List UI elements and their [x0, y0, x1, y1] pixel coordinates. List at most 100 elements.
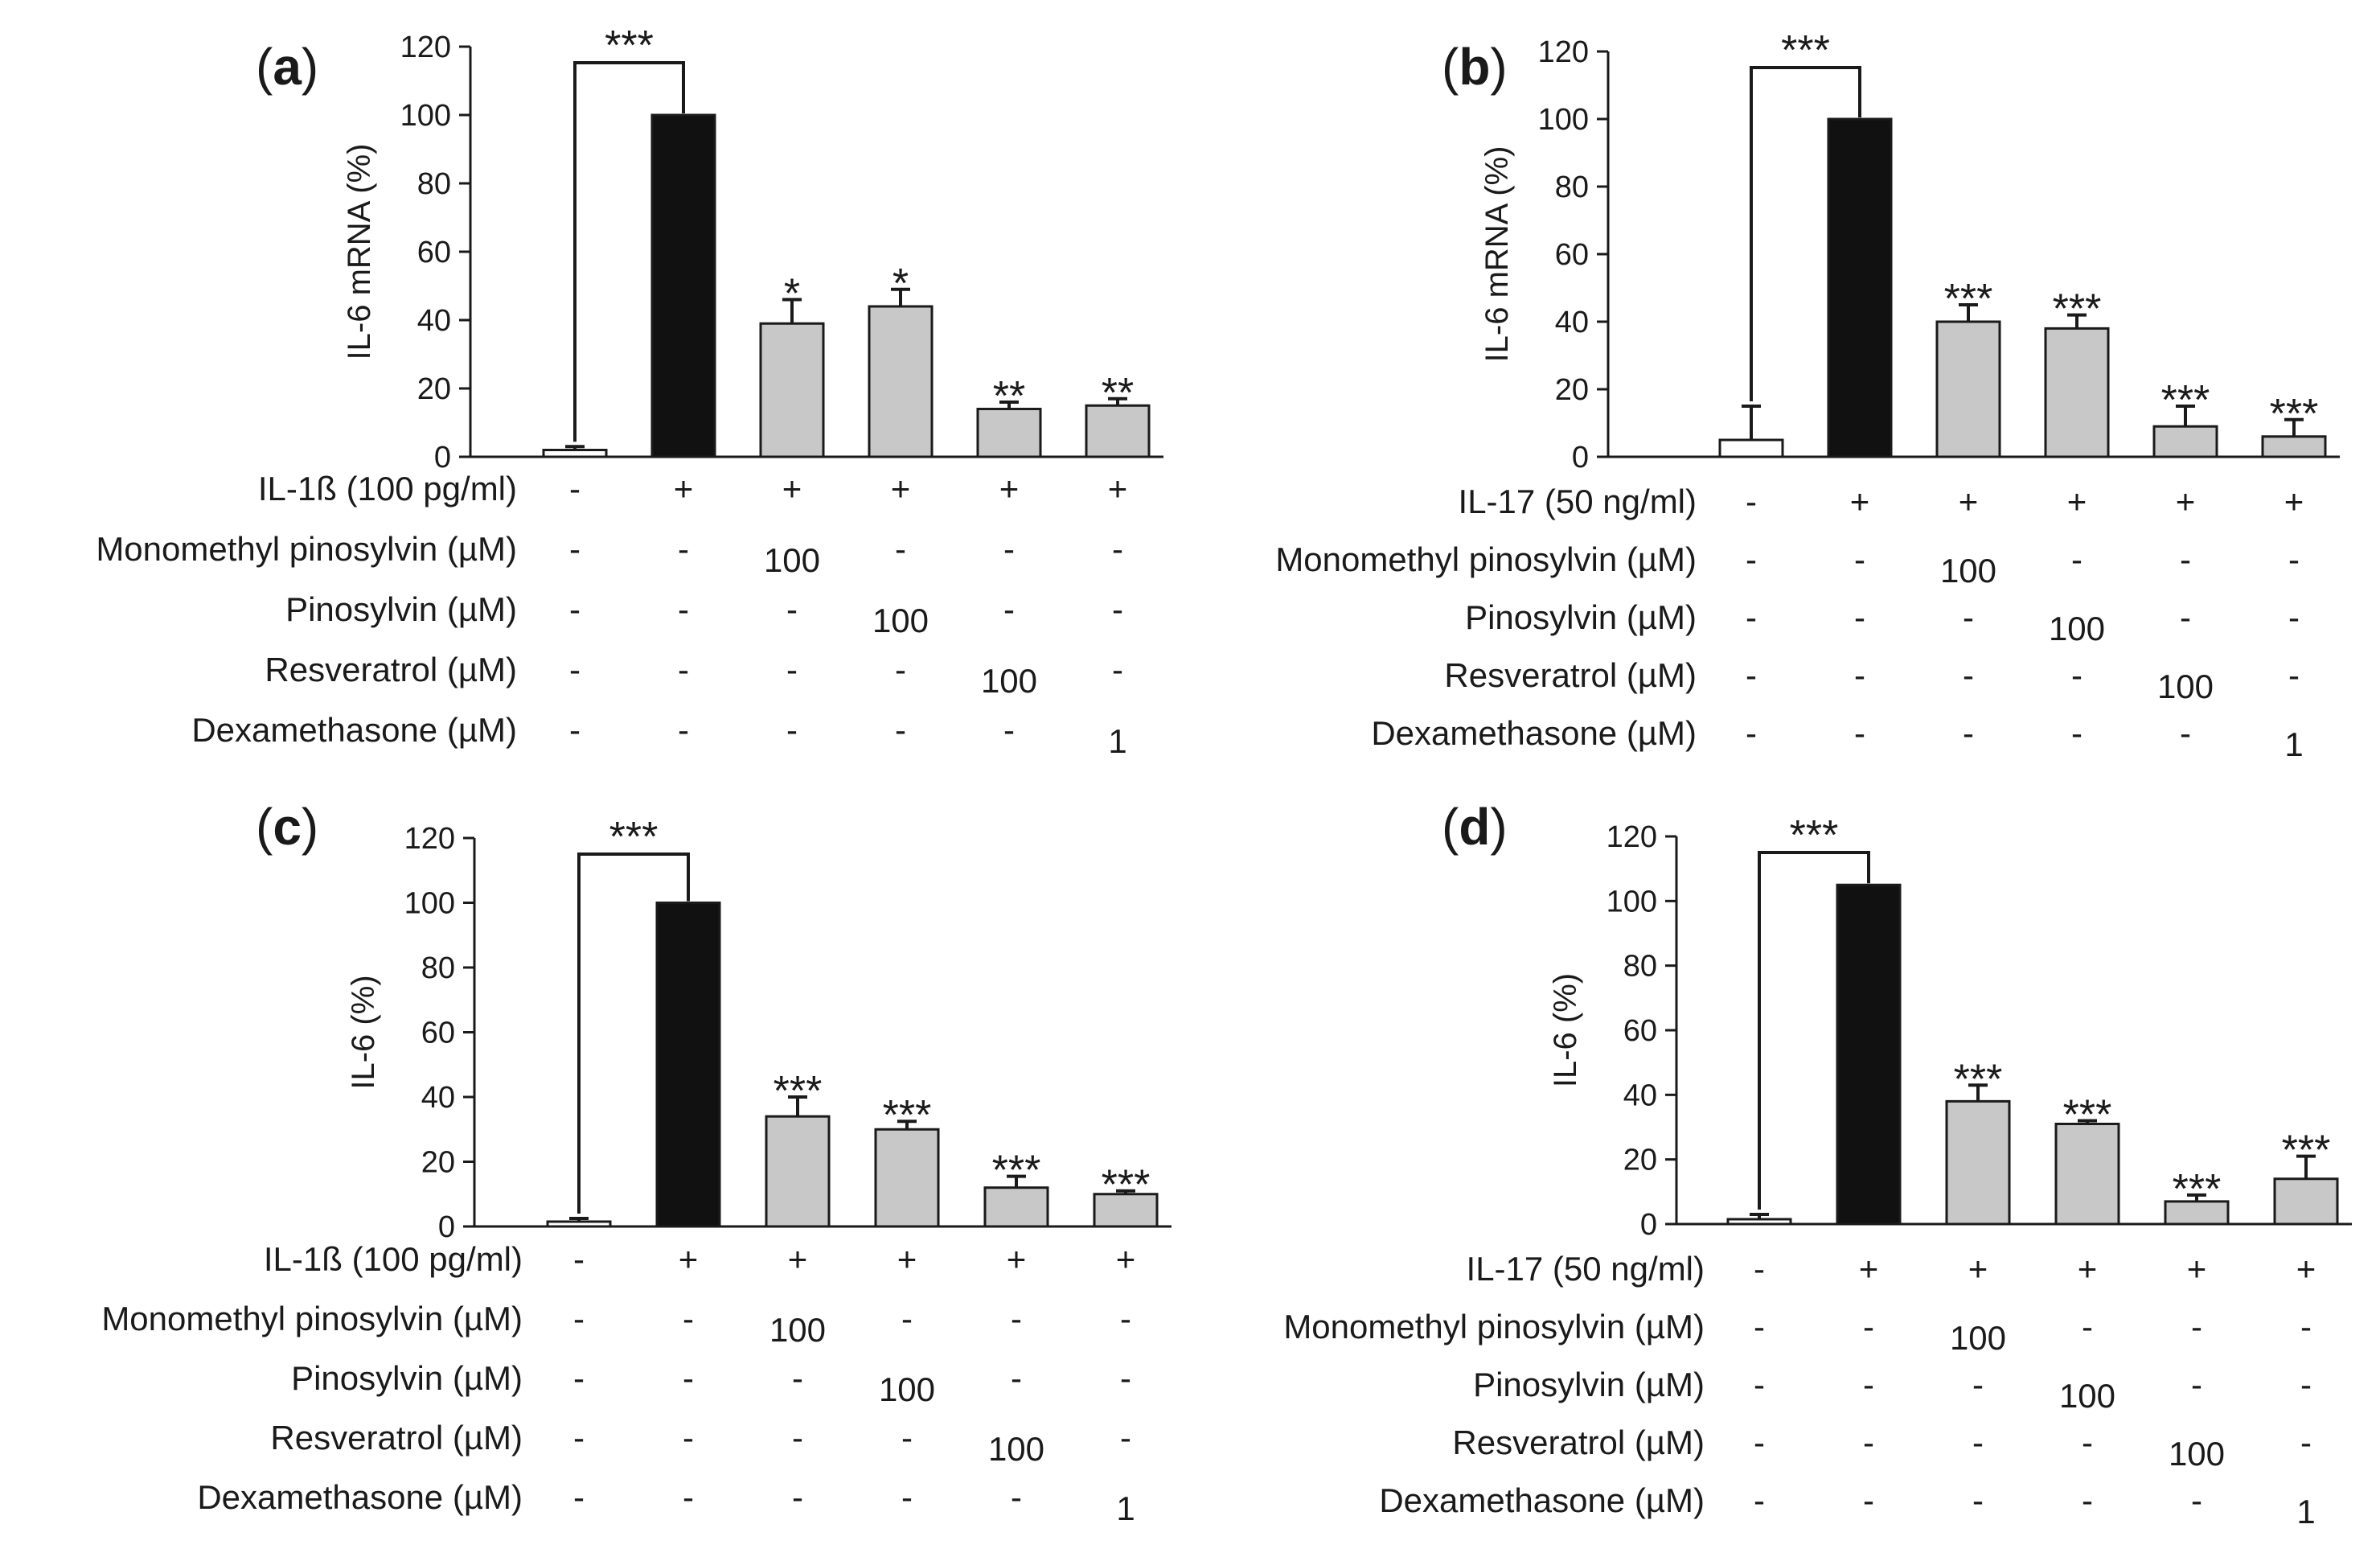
treatment-cell: - — [2191, 1308, 2202, 1346]
bar — [1836, 883, 1902, 1226]
treatment-cell: 100 — [872, 602, 929, 639]
treatment-cell: - — [678, 590, 689, 628]
treatment-cell: - — [786, 590, 798, 628]
panel-label: (d) — [1442, 798, 1508, 856]
y-tick-label: 40 — [1623, 1078, 1657, 1112]
treatment-row-label: Resveratrol (µM) — [270, 1419, 523, 1456]
treatment-cell: - — [2071, 540, 2082, 578]
bar — [1718, 438, 1784, 458]
treatment-cell: + — [999, 470, 1020, 507]
treatment-cell: - — [792, 1478, 803, 1516]
treatment-cell: + — [2296, 1250, 2316, 1288]
y-tick-label: 100 — [1538, 103, 1589, 137]
panel-letter: c — [273, 798, 302, 856]
y-tick-label: 20 — [417, 372, 451, 406]
treatment-cell: 100 — [1940, 552, 1996, 590]
treatment-cell: - — [2300, 1424, 2312, 1461]
treatment-cell: - — [2300, 1366, 2312, 1403]
y-tick-label: 120 — [1538, 35, 1589, 69]
bar — [2044, 327, 2110, 458]
treatment-cell: + — [674, 470, 694, 507]
treatment-row-label: Pinosylvin (µM) — [1465, 598, 1697, 636]
y-tick-label: 100 — [1606, 885, 1657, 918]
y-tick-label: 20 — [421, 1146, 455, 1180]
y-tick-label: 20 — [1555, 373, 1589, 407]
treatment-cell: - — [678, 530, 689, 568]
y-tick-label: 0 — [434, 441, 451, 475]
treatment-cell: - — [901, 1419, 913, 1456]
treatment-cell: - — [1120, 1419, 1131, 1456]
treatment-row-label: Monomethyl pinosylvin (µM) — [1283, 1308, 1705, 1346]
comparison-bracket — [573, 61, 685, 442]
significance-marker: *** — [1954, 1056, 2003, 1103]
treatment-cell: - — [1011, 1359, 1022, 1397]
y-tick-label: 20 — [1623, 1144, 1657, 1177]
treatment-cell: - — [901, 1300, 913, 1337]
y-tick-label: 80 — [417, 167, 451, 201]
significance-marker: ** — [1102, 370, 1134, 417]
treatment-cell: + — [1959, 483, 1979, 520]
panel-letter: a — [273, 38, 302, 96]
treatment-cell: - — [2082, 1424, 2093, 1461]
treatment-row-label: Monomethyl pinosylvin (µM) — [96, 530, 517, 568]
y-axis-title: IL-6 (%) — [346, 975, 381, 1089]
y-tick-label: 100 — [404, 887, 455, 921]
treatment-cell: - — [2180, 714, 2191, 752]
significance-marker: *** — [992, 1148, 1041, 1194]
treatment-cell: - — [2082, 1308, 2093, 1346]
treatment-cell: + — [1007, 1240, 1027, 1278]
treatment-cell: + — [1108, 470, 1128, 507]
treatment-cell: - — [895, 651, 906, 688]
y-axis-title: IL-6 mRNA (%) — [342, 144, 377, 360]
treatment-row-label: Monomethyl pinosylvin (µM) — [101, 1300, 523, 1337]
treatment-cell: + — [679, 1240, 699, 1278]
y-tick-label: 0 — [438, 1210, 455, 1244]
comparison-bracket — [577, 853, 690, 1214]
panel-d: (d) 0 20 40 60 80 100 120 IL-6 (%) *** *** *** *** **… — [1283, 798, 2352, 1530]
panel-letter: d — [1459, 798, 1490, 856]
treatment-cell: - — [573, 1359, 585, 1397]
panel-b: (b) 0 20 40 60 80 100 120 IL-6 mRNA (%) *** *** ***… — [1275, 27, 2340, 763]
treatment-cell: + — [788, 1240, 808, 1278]
y-tick-label: 40 — [1555, 306, 1589, 339]
bar — [1726, 1218, 1792, 1226]
treatment-cell: - — [573, 1300, 585, 1337]
significance-marker: *** — [883, 1092, 932, 1139]
treatment-cell: - — [569, 530, 581, 568]
treatment-cell: - — [895, 711, 906, 749]
y-tick-label: 40 — [421, 1081, 455, 1115]
y-tick-label: 80 — [1555, 171, 1589, 204]
treatment-cell: - — [792, 1359, 803, 1397]
bar — [546, 1220, 612, 1228]
treatment-cell: - — [1963, 656, 1974, 694]
significance-marker: *** — [2063, 1091, 2112, 1138]
y-axis-title: IL-6 mRNA (%) — [1479, 146, 1515, 363]
treatment-cell: + — [1116, 1240, 1136, 1278]
treatment-cell: + — [2187, 1250, 2207, 1288]
significance-marker: * — [784, 271, 800, 318]
significance-marker: *** — [2173, 1166, 2222, 1213]
y-tick-label: 60 — [1623, 1014, 1657, 1048]
treatment-cell: - — [678, 711, 689, 749]
y-tick-label: 40 — [417, 304, 451, 338]
treatment-cell: - — [2071, 656, 2082, 694]
treatment-cell: - — [2082, 1481, 2093, 1519]
treatment-cell: + — [891, 470, 911, 507]
treatment-cell: - — [1120, 1300, 1131, 1337]
treatment-cell: 1 — [2284, 725, 2303, 763]
treatment-row-label: Pinosylvin (µM) — [1473, 1366, 1705, 1403]
bar — [765, 1115, 831, 1228]
treatment-cell: + — [2284, 483, 2304, 520]
treatment-cell: - — [2191, 1366, 2202, 1403]
panel-letter: b — [1459, 38, 1490, 96]
treatment-cell: - — [2071, 714, 2082, 752]
treatment-row-label: Resveratrol (µM) — [265, 651, 517, 688]
comparison-bracket — [1750, 66, 1861, 401]
treatment-cell: - — [895, 530, 906, 568]
treatment-cell: - — [1120, 1359, 1131, 1397]
treatment-cell: + — [782, 470, 802, 507]
treatment-cell: 100 — [2059, 1377, 2115, 1415]
treatment-cell: - — [901, 1478, 913, 1516]
treatment-cell: 1 — [1116, 1489, 1135, 1527]
